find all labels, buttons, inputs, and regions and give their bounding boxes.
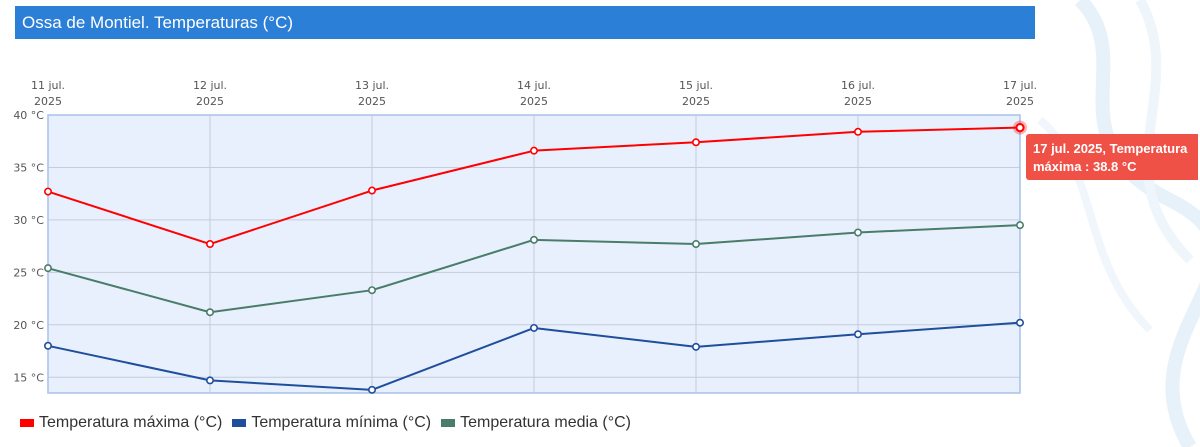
legend-label-min: Temperatura mínima (°C)	[251, 414, 432, 431]
x-tick-label-year: 2025	[358, 95, 386, 108]
x-tick-label-year: 2025	[520, 95, 548, 108]
legend-swatch-max	[20, 419, 34, 427]
x-tick-label: 17 jul.	[1003, 79, 1037, 92]
data-point	[691, 240, 700, 249]
data-point	[43, 264, 52, 273]
data-point	[1015, 221, 1024, 230]
data-point	[691, 342, 700, 351]
legend-swatch-min	[232, 419, 247, 427]
x-tick-label: 16 jul.	[841, 79, 875, 92]
tooltip-line-2: máxima : 38.8 °C	[1033, 159, 1137, 174]
data-point	[43, 187, 52, 196]
data-point	[367, 186, 376, 195]
data-point	[853, 228, 862, 237]
data-point	[367, 385, 376, 394]
data-point	[853, 127, 862, 136]
data-point	[206, 308, 215, 317]
y-tick-label: 35 °C	[13, 161, 44, 174]
x-tick-label-year: 2025	[682, 95, 710, 108]
legend-item-max[interactable]: Temperatura máxima (°C)	[20, 414, 222, 432]
tooltip: 17 jul. 2025, Temperatura máxima : 38.8 …	[1026, 134, 1198, 180]
plot-border	[47, 114, 1021, 394]
legend-label-mean: Temperatura media (°C)	[460, 414, 632, 431]
data-point	[529, 323, 538, 332]
data-point	[691, 138, 700, 147]
tooltip-line-1: 17 jul. 2025, Temperatura	[1033, 141, 1188, 156]
chart-title: Ossa de Montiel. Temperaturas (°C)	[15, 6, 1035, 39]
data-point	[1015, 318, 1024, 327]
data-point	[529, 235, 538, 244]
x-tick-label: 11 jul.	[31, 79, 65, 92]
x-tick-label-year: 2025	[1006, 95, 1034, 108]
hover-point	[1015, 122, 1025, 133]
y-tick-label: 20 °C	[13, 319, 44, 332]
data-point	[853, 330, 862, 339]
x-tick-label: 12 jul.	[193, 79, 227, 92]
legend-label-max: Temperatura máxima (°C)	[39, 414, 223, 431]
legend: Temperatura máxima (°C) Temperatura míni…	[20, 412, 641, 434]
x-tick-label: 14 jul.	[517, 79, 551, 92]
y-tick-label: 40 °C	[13, 109, 44, 122]
data-point	[43, 341, 52, 350]
x-tick-label-year: 2025	[844, 95, 872, 108]
y-tick-label: 15 °C	[13, 371, 44, 384]
x-tick-label: 13 jul.	[355, 79, 389, 92]
y-tick-label: 25 °C	[13, 266, 44, 279]
data-point	[206, 240, 215, 249]
x-tick-label-year: 2025	[34, 95, 62, 108]
x-tick-label: 15 jul.	[679, 79, 713, 92]
legend-item-min[interactable]: Temperatura mínima (°C)	[232, 414, 431, 432]
data-point	[529, 146, 538, 155]
y-tick-label: 30 °C	[13, 214, 44, 227]
legend-swatch-mean	[441, 419, 456, 427]
legend-item-mean[interactable]: Temperatura media (°C)	[441, 414, 631, 432]
data-point	[367, 286, 376, 295]
data-point	[206, 376, 215, 385]
x-tick-label-year: 2025	[196, 95, 224, 108]
